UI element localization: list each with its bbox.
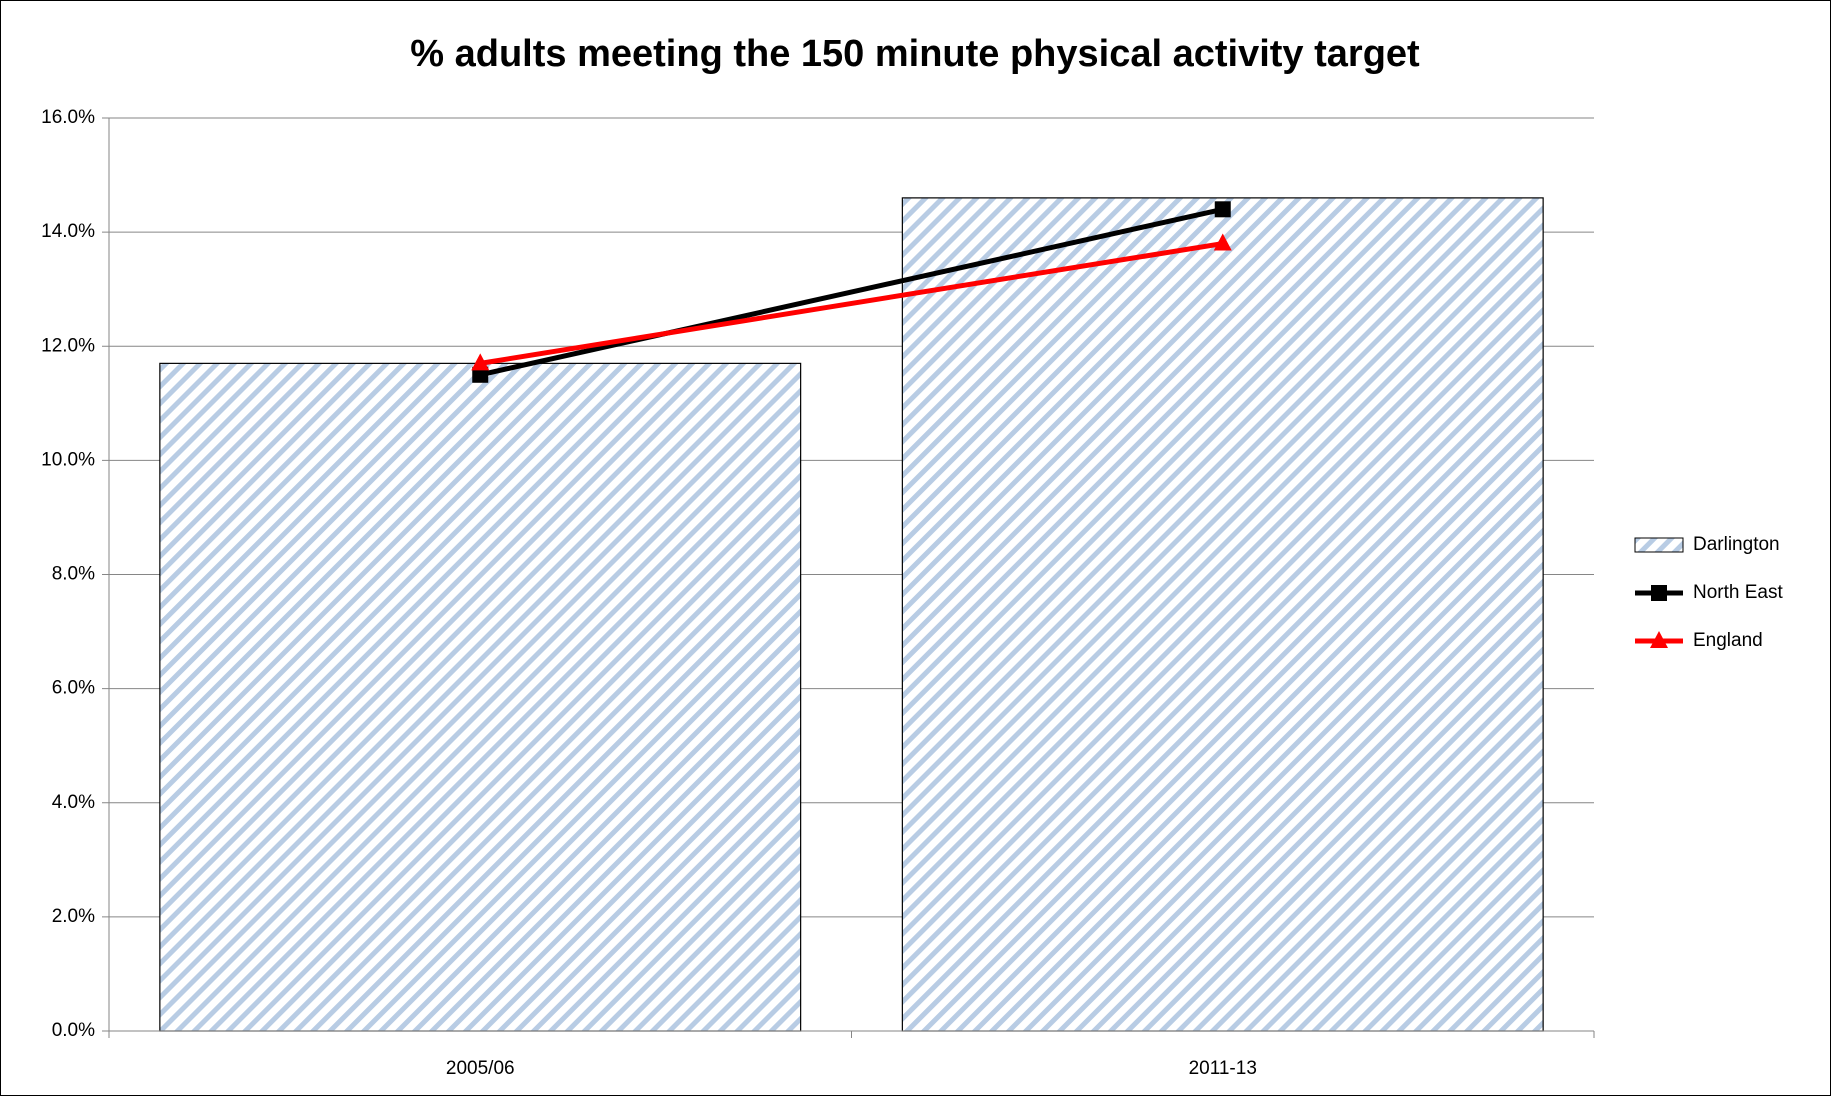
bar bbox=[901, 197, 1544, 1032]
legend-marker bbox=[1651, 585, 1667, 601]
legend-marker bbox=[1650, 631, 1668, 648]
legend-swatch bbox=[1634, 537, 1684, 553]
y-tick-label: 14.0% bbox=[41, 221, 95, 242]
chart-title: % adults meeting the 150 minute physical… bbox=[410, 33, 1420, 75]
y-tick-label: 10.0% bbox=[41, 449, 95, 470]
marker bbox=[1214, 201, 1231, 218]
marker bbox=[1213, 233, 1232, 251]
y-tick-label: 12.0% bbox=[41, 335, 95, 356]
line bbox=[479, 206, 1224, 378]
y-tick-label: 4.0% bbox=[52, 792, 95, 813]
y-tick-label: 8.0% bbox=[52, 564, 95, 585]
legend-label: North East bbox=[1693, 582, 1783, 603]
x-tick-label: 2005/06 bbox=[446, 1058, 515, 1079]
y-tick-label: 0.0% bbox=[52, 1020, 95, 1041]
line bbox=[479, 241, 1224, 366]
y-tick-label: 6.0% bbox=[52, 678, 95, 699]
marker bbox=[472, 366, 489, 383]
legend-label: England bbox=[1693, 630, 1763, 651]
y-tick-label: 2.0% bbox=[52, 906, 95, 927]
legend-label: Darlington bbox=[1693, 534, 1780, 555]
y-tick-label: 16.0% bbox=[41, 107, 95, 128]
bar bbox=[159, 362, 802, 1032]
x-tick-label: 2011-13 bbox=[1189, 1058, 1257, 1079]
marker bbox=[471, 353, 490, 371]
